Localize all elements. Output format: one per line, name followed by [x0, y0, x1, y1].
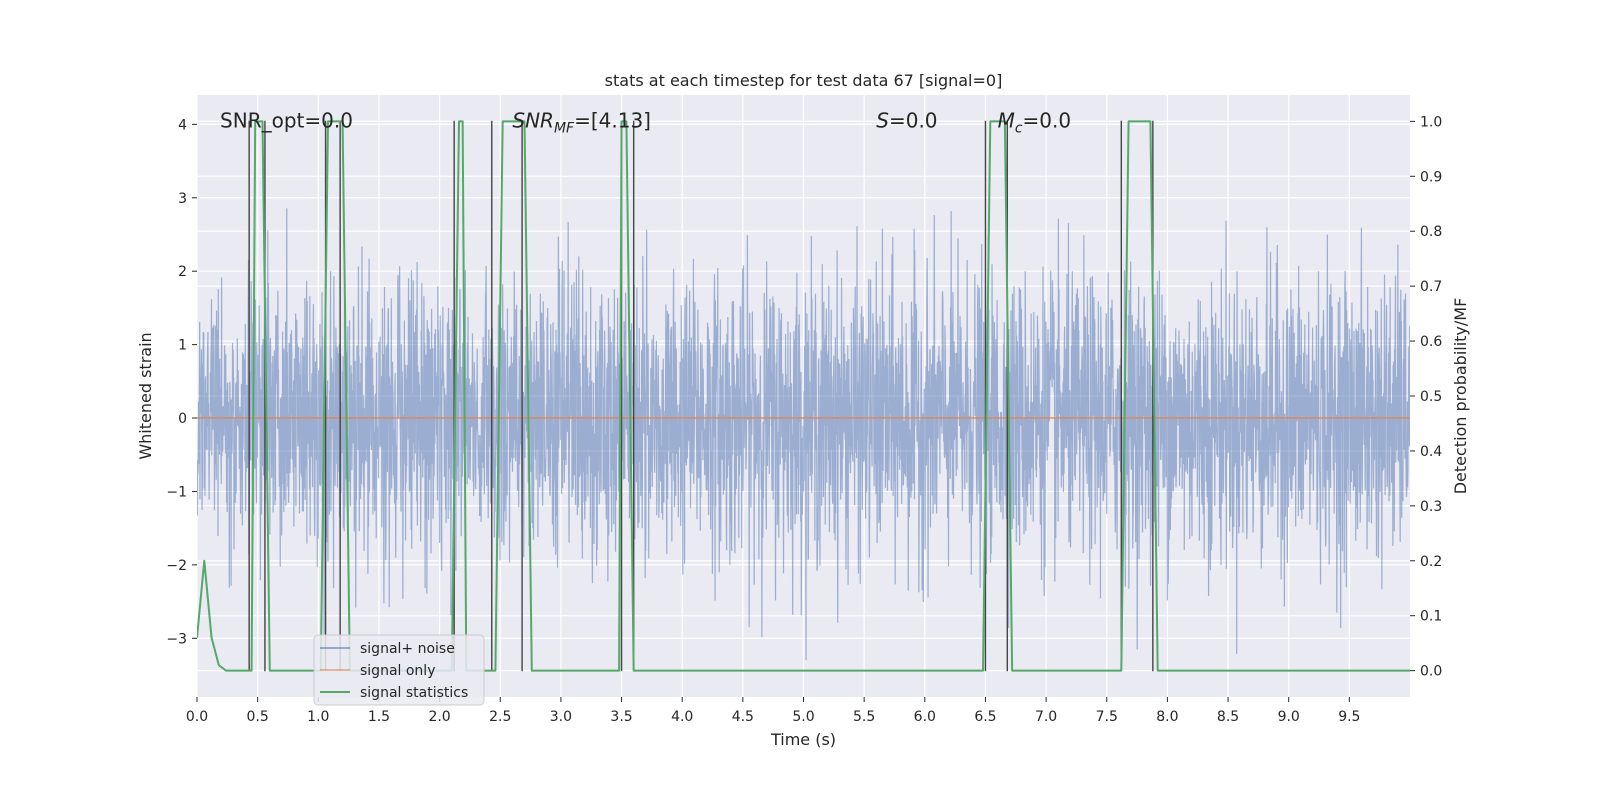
legend-entry: signal+ noise [360, 641, 455, 657]
x-tick-label: 1.5 [368, 709, 390, 725]
line-signal-noise [197, 208, 1410, 661]
y-axis-label: Whitened strain [136, 332, 155, 459]
y-tick-label: 4 [178, 117, 187, 133]
x-tick-label: 1.0 [307, 709, 329, 725]
y-tick-label: −2 [166, 558, 187, 574]
x-tick-label: 9.5 [1338, 709, 1360, 725]
y-tick-label: 1 [178, 338, 187, 354]
y2-axis-label: Detection probability/MF [1451, 298, 1470, 495]
x-tick-label: 0.5 [247, 709, 269, 725]
annotation: SNRMF=[4.13] [512, 109, 651, 137]
x-tick-label: 5.5 [853, 709, 875, 725]
annotation: S=0.0 [876, 109, 937, 133]
line-signal-statistics [197, 120, 1410, 672]
y2-tick-label: 0.8 [1420, 224, 1442, 240]
x-tick-label: 7.5 [1096, 709, 1118, 725]
x-tick-label: 4.5 [732, 709, 754, 725]
legend-box [313, 634, 485, 706]
y2-tick-label: 0.5 [1420, 389, 1442, 405]
annotation: SNR_opt=0.0 [220, 109, 353, 133]
chart-title: stats at each timestep for test data 67 … [605, 71, 1003, 90]
x-tick-label: 6.0 [914, 709, 936, 725]
y-tick-label: 0 [178, 411, 187, 427]
y-tick-label: 3 [178, 191, 187, 207]
y2-tick-label: 0.2 [1420, 554, 1442, 570]
y-axis-left: −3 −2 −1 0 1 2 3 4 [166, 117, 197, 647]
x-tick-label: 6.5 [974, 709, 996, 725]
annotations: SNR_opt=0.0 SNRMF=[4.13] S=0.0 Mc=0.0 [220, 109, 1071, 137]
y2-tick-label: 0.4 [1420, 444, 1442, 460]
x-tick-label: 8.0 [1156, 709, 1178, 725]
x-tick-label: 0.0 [186, 709, 208, 725]
y2-tick-label: 1.0 [1420, 114, 1442, 130]
series-signal-noise [197, 208, 1410, 661]
legend-entry: signal only [360, 663, 435, 679]
x-axis-label: Time (s) [770, 730, 836, 749]
y2-tick-label: 0.7 [1420, 279, 1442, 295]
x-tick-label: 8.5 [1217, 709, 1239, 725]
x-axis: 0.0 0.5 1.0 1.5 2.0 2.5 3.0 3.5 4.0 4.5 5.0 5.5 6.0 6… [186, 697, 1360, 725]
y2-tick-label: 0.0 [1420, 664, 1442, 680]
y2-tick-label: 0.3 [1420, 499, 1442, 515]
legend-entry: signal statistics [360, 685, 468, 701]
y-tick-label: −1 [166, 484, 187, 500]
x-tick-label: 3.0 [550, 709, 572, 725]
annotation: Mc=0.0 [998, 109, 1072, 137]
x-tick-label: 3.5 [610, 709, 632, 725]
x-tick-label: 9.0 [1278, 709, 1300, 725]
x-tick-label: 7.0 [1035, 709, 1057, 725]
y2-tick-label: 0.1 [1420, 609, 1442, 625]
x-tick-label: 2.0 [428, 709, 450, 725]
y-tick-label: 2 [178, 264, 187, 280]
legend: signal+ noise signal only signal statistic… [313, 634, 485, 706]
y2-tick-label: 0.9 [1420, 169, 1442, 185]
marker-lines [248, 120, 1154, 672]
series-signal-statistics [197, 120, 1410, 672]
y-tick-label: −3 [166, 631, 187, 647]
y2-tick-label: 0.6 [1420, 334, 1442, 350]
x-tick-label: 5.0 [792, 709, 814, 725]
x-tick-label: 4.0 [671, 709, 693, 725]
y-axis-right: 0.0 0.1 0.2 0.3 0.4 0.5 0.6 0.7 0.8 0.9 1.0 [1410, 114, 1442, 680]
x-tick-label: 2.5 [489, 709, 511, 725]
